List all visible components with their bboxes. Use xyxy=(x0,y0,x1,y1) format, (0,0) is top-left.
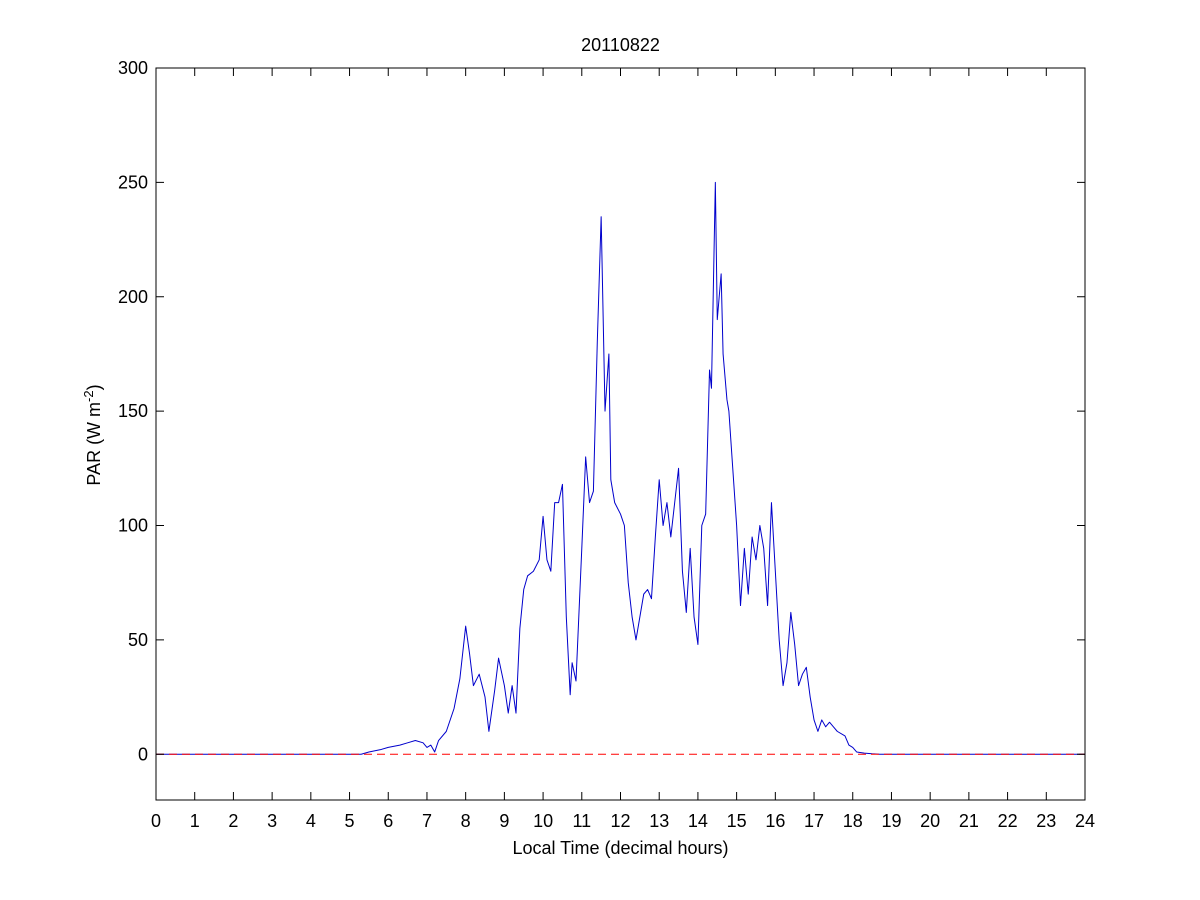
y-tick-label: 50 xyxy=(128,630,148,650)
x-tick-label: 10 xyxy=(533,811,553,831)
x-tick-label: 4 xyxy=(306,811,316,831)
y-axis-label-superscript: -2 xyxy=(81,390,96,402)
x-tick-label: 1 xyxy=(190,811,200,831)
y-tick-label: 200 xyxy=(118,287,148,307)
x-tick-label: 5 xyxy=(345,811,355,831)
y-tick-label: 0 xyxy=(138,744,148,764)
y-tick-label: 250 xyxy=(118,172,148,192)
x-tick-label: 11 xyxy=(572,811,591,831)
y-axis-label-close: ) xyxy=(84,384,104,390)
x-tick-label: 18 xyxy=(843,811,863,831)
x-tick-label: 15 xyxy=(727,811,747,831)
y-axis-label-main: PAR (W m xyxy=(84,402,104,486)
x-tick-label: 13 xyxy=(649,811,669,831)
y-tick-label: 100 xyxy=(118,516,148,536)
x-tick-label: 14 xyxy=(688,811,708,831)
x-tick-label: 9 xyxy=(499,811,509,831)
series-line-0 xyxy=(156,181,1085,755)
x-tick-label: 23 xyxy=(1036,811,1056,831)
y-axis-label: PAR (W m-2) xyxy=(81,384,104,485)
y-tick-label: 150 xyxy=(118,401,148,421)
plot-area xyxy=(156,181,1085,755)
x-tick-label: 22 xyxy=(998,811,1018,831)
x-tick-label: 16 xyxy=(765,811,785,831)
x-tick-label: 8 xyxy=(461,811,471,831)
ticks: 0 1 2 3 4 5 6 7 8 9 10 11 12 13 14 15 16 17 18 19 20 21 22 23 24… xyxy=(118,58,1095,831)
x-tick-label: 20 xyxy=(920,811,940,831)
x-axis-label: Local Time (decimal hours) xyxy=(512,838,728,858)
x-tick-label: 0 xyxy=(151,811,161,831)
x-tick-label: 17 xyxy=(804,811,824,831)
x-tick-label: 21 xyxy=(959,811,979,831)
x-tick-label: 2 xyxy=(228,811,238,831)
x-tick-label: 24 xyxy=(1075,811,1095,831)
x-tick-label: 6 xyxy=(383,811,393,831)
x-tick-label: 3 xyxy=(267,811,277,831)
x-tick-label: 12 xyxy=(610,811,630,831)
chart-title: 20110822 xyxy=(581,35,660,55)
x-tick-label: 7 xyxy=(422,811,432,831)
x-tick-label: 19 xyxy=(881,811,901,831)
y-tick-label: 300 xyxy=(118,58,148,78)
